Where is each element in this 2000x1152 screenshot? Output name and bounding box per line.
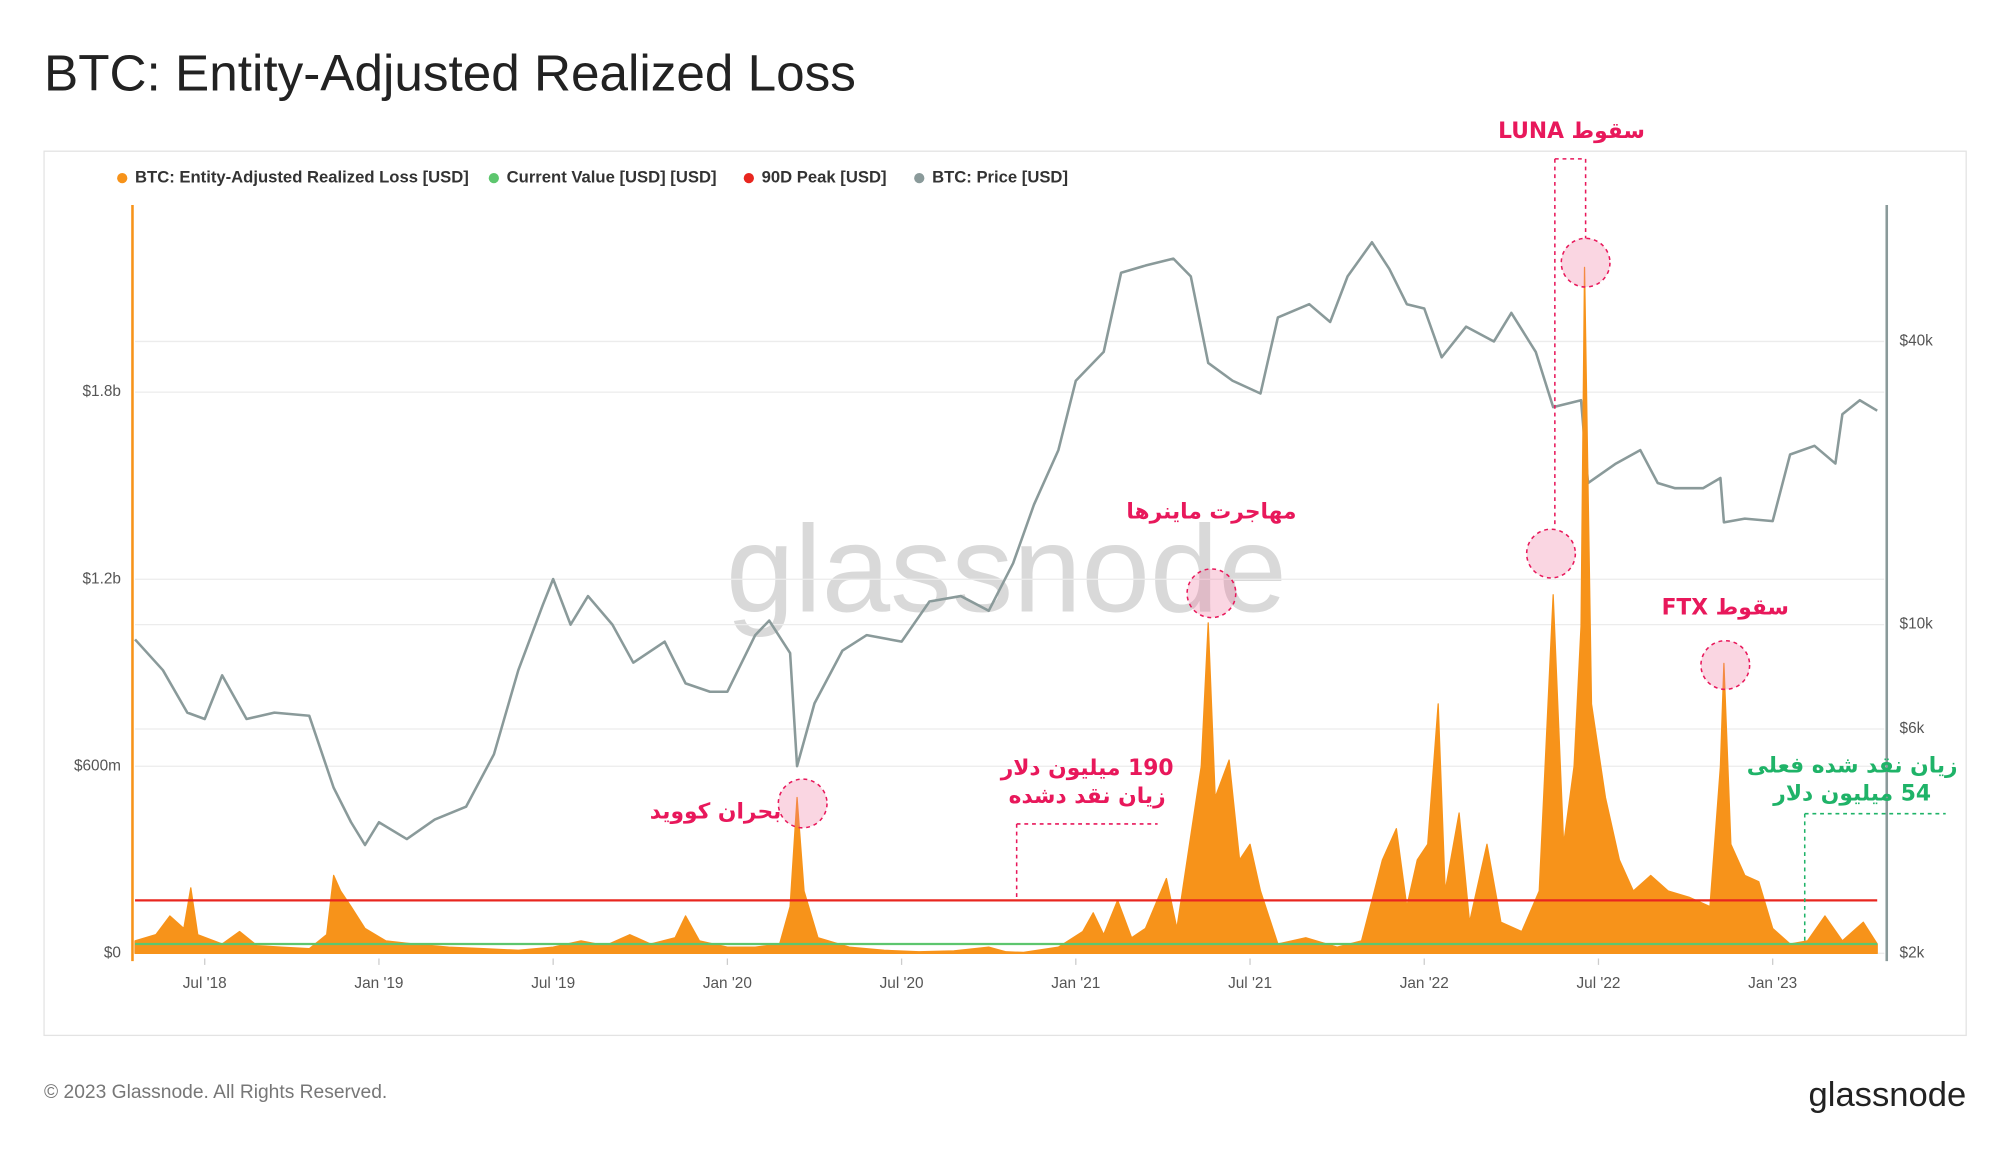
y2-tick-label: $10k <box>1900 616 1934 633</box>
logo: glassnode <box>1809 1076 1967 1114</box>
y2-tick-label: $2k <box>1900 944 1925 961</box>
y-tick-label: $1.2b <box>83 570 121 587</box>
x-tick-label: Jan '23 <box>1748 975 1797 992</box>
legend-label: BTC: Price [USD] <box>932 168 1068 187</box>
highlight-circle <box>1525 528 1577 579</box>
x-tick-label: Jan '22 <box>1400 975 1449 992</box>
highlight-circle <box>1560 237 1611 288</box>
x-tick-label: Jul '19 <box>531 975 575 992</box>
y-tick-label: $600m <box>74 757 121 774</box>
y2-tick-label: $40k <box>1900 333 1934 350</box>
x-tick-label: Jan '21 <box>1051 975 1100 992</box>
legend-dot <box>743 172 754 184</box>
y-tick-label: $1.8b <box>83 383 121 400</box>
highlight-circle <box>1186 568 1237 619</box>
legend-dot <box>914 172 925 184</box>
legend-dot <box>117 172 128 184</box>
highlight-circle <box>1700 639 1751 691</box>
annotation: سقوط FTX <box>1662 596 1789 621</box>
copyright: © 2023 Glassnode. All Rights Reserved. <box>44 1082 387 1103</box>
y2-tick-label: $6k <box>1900 720 1925 737</box>
annotation: 190 میلیون دلار <box>1000 756 1174 781</box>
legend-label: Current Value [USD] [USD] <box>507 168 717 187</box>
highlight-circle <box>777 778 828 829</box>
x-tick-label: Jan '19 <box>354 975 403 992</box>
x-tick-label: Jul '22 <box>1577 975 1621 992</box>
annotation: زیان نقد دشده <box>1009 784 1166 809</box>
annotation: سقوط LUNA <box>1498 119 1645 144</box>
x-tick-label: Jul '18 <box>183 975 227 992</box>
annotation: زیان نقد شده فعلی <box>1747 753 1958 778</box>
price-line <box>134 240 1878 847</box>
legend-dot <box>488 172 499 184</box>
y-tick-label: $0 <box>104 944 121 961</box>
annotation: مهاجرت ماینرها <box>1126 500 1296 525</box>
legend-label: BTC: Entity-Adjusted Realized Loss [USD] <box>135 168 469 187</box>
x-tick-label: Jul '21 <box>1228 975 1272 992</box>
watermark: glassnode <box>726 502 1287 639</box>
annotation: 54 میلیون دلار <box>1772 781 1931 806</box>
chart-title: BTC: Entity-Adjusted Realized Loss <box>44 44 856 101</box>
grid <box>135 340 1885 955</box>
x-tick-label: Jan '20 <box>703 975 752 992</box>
legend-label: 90D Peak [USD] <box>762 168 887 187</box>
x-tick-label: Jul '20 <box>880 975 924 992</box>
annotation: بحران کووید <box>650 799 782 824</box>
chart-frame <box>43 150 1967 1037</box>
